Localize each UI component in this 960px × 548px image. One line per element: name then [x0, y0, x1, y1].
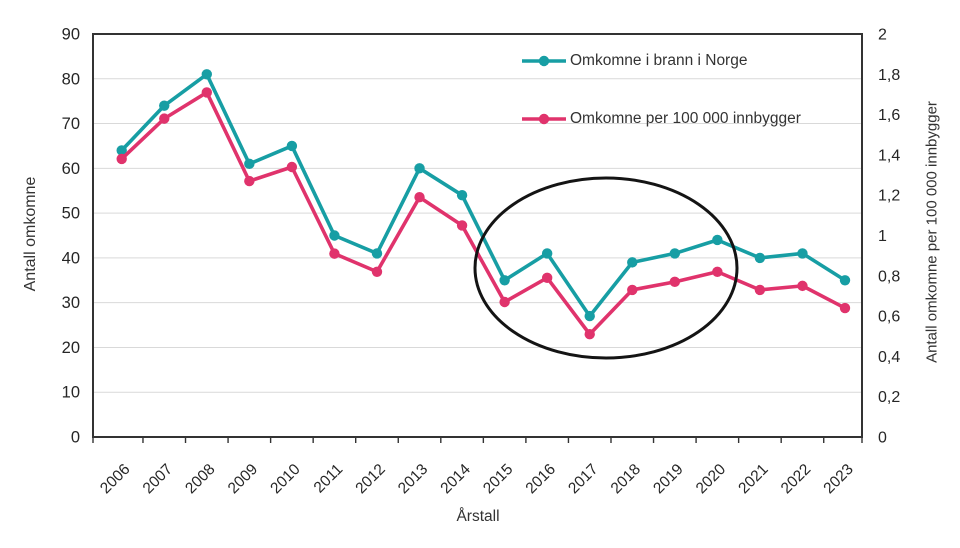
data-point — [627, 284, 638, 296]
data-point — [499, 275, 510, 286]
data-point — [584, 329, 595, 340]
left-axis-tick-label: 90 — [62, 26, 80, 44]
x-axis-tick-label: 2019 — [650, 461, 686, 497]
x-axis-tick-label: 2013 — [395, 461, 431, 497]
x-axis-tick-label: 2020 — [693, 461, 730, 498]
x-axis-tick-label: 2011 — [311, 461, 347, 497]
right-axis-tick-label: 1,8 — [878, 67, 900, 84]
legend-label-deaths: Omkomne i brann i Norge — [570, 51, 748, 69]
data-point — [329, 230, 340, 241]
data-point — [244, 175, 255, 187]
data-point — [712, 234, 723, 246]
x-axis-tick-label: 2017 — [565, 461, 601, 497]
x-axis-tick-label: 2014 — [437, 461, 474, 498]
legend-label-per-capita: Omkomne per 100 000 innbygger — [570, 109, 801, 127]
legend: Omkomne i brann i Norge Omkomne per 100 … — [521, 50, 801, 129]
data-point — [456, 190, 468, 201]
series-line-1 — [119, 90, 847, 337]
data-point — [839, 302, 851, 314]
right-axis-tick-label: 2 — [878, 27, 887, 44]
right-axis-tick-label: 0,4 — [878, 349, 900, 366]
x-axis-tick-label: 2016 — [523, 461, 559, 497]
x-axis-tick-label: 2023 — [820, 461, 856, 497]
right-axis-tick-label: 0,2 — [878, 389, 900, 406]
legend-item-deaths: Omkomne i brann i Norge — [521, 50, 801, 71]
data-point — [244, 158, 255, 170]
data-point — [116, 153, 127, 165]
x-axis-tick-label: 2007 — [140, 461, 176, 497]
data-point — [712, 266, 723, 277]
left-axis-tick-label: 80 — [62, 70, 80, 88]
data-point — [371, 266, 383, 277]
left-axis-tick-label: 10 — [62, 384, 80, 402]
data-point — [754, 252, 766, 264]
right-axis-tick-label: 0,8 — [878, 268, 900, 285]
plot-border — [92, 33, 863, 438]
left-axis-tick-label: 50 — [62, 205, 80, 223]
x-axis-tick-label: 2022 — [778, 461, 814, 497]
data-point — [286, 140, 298, 152]
left-axis-tick-label: 70 — [62, 115, 80, 133]
data-point — [159, 113, 170, 124]
right-axis-tick-label: 1 — [878, 228, 887, 245]
data-point — [201, 69, 212, 80]
left-axis-tick-label: 20 — [62, 339, 80, 357]
right-axis-tick-label: 1,6 — [878, 107, 900, 124]
data-point — [414, 192, 425, 203]
x-axis-tick-label: 2008 — [182, 461, 218, 497]
data-point — [627, 257, 638, 268]
x-axis-title: Årstall — [456, 508, 500, 525]
x-axis-tick-label: 2015 — [480, 461, 516, 497]
data-point — [541, 248, 553, 259]
right-axis-tick-label: 1,4 — [878, 147, 900, 164]
right-axis-tick-label: 0 — [878, 430, 887, 447]
left-axis-tick-label: 60 — [62, 160, 80, 178]
data-point — [414, 163, 425, 174]
x-axis-tick-label: 2012 — [352, 461, 388, 497]
left-axis-tick-label: 0 — [71, 429, 80, 447]
data-point — [159, 100, 170, 111]
y-axis-title-left: Antall omkomne — [22, 176, 39, 292]
data-point — [201, 87, 212, 98]
data-point — [371, 248, 383, 259]
data-point — [754, 284, 766, 296]
data-point — [329, 248, 340, 259]
data-point — [797, 248, 808, 259]
data-point — [584, 310, 595, 322]
x-axis-tick-label: 2009 — [225, 461, 261, 497]
data-point — [541, 272, 553, 284]
x-axis-tick-label: 2021 — [735, 461, 771, 497]
right-axis-tick-label: 0,6 — [878, 309, 900, 326]
legend-marker-pink-icon — [522, 113, 566, 124]
data-point — [499, 296, 510, 308]
legend-marker-teal-icon — [522, 55, 566, 66]
x-axis-tick-label: 2018 — [608, 461, 644, 497]
data-point — [286, 161, 298, 173]
legend-item-per-capita: Omkomne per 100 000 innbygger — [521, 108, 801, 129]
x-axis-tick-label: 2006 — [97, 461, 133, 497]
data-point — [669, 248, 681, 259]
y-axis-title-right: Antall omkomne per 100 000 innbygger — [923, 101, 941, 363]
right-axis-tick-label: 1,2 — [878, 188, 900, 205]
data-point — [797, 280, 808, 292]
x-axis-tick-label: 2010 — [267, 461, 304, 498]
left-axis-tick-label: 30 — [62, 294, 80, 312]
data-point — [839, 275, 851, 286]
data-point — [669, 276, 681, 288]
data-point — [116, 145, 127, 156]
annotation-ellipse — [473, 176, 739, 360]
left-axis-tick-label: 40 — [62, 249, 80, 267]
data-point — [456, 220, 468, 231]
